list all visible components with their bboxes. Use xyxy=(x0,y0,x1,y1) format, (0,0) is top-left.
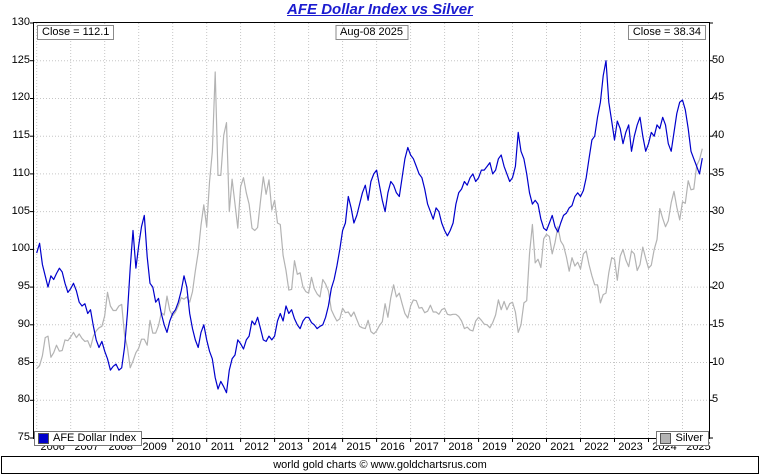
axis-tick-label: 50 xyxy=(712,53,725,66)
legend-afe-dollar-index: AFE Dollar Index xyxy=(34,431,143,446)
axis-tick-label: 25 xyxy=(712,242,725,255)
axis-tick-label: 2017 xyxy=(414,441,439,453)
axis-tick-label: 35 xyxy=(712,166,725,179)
afe-legend-swatch-icon xyxy=(38,433,49,444)
axis-tick-label: 45 xyxy=(712,91,725,104)
axis-tick-label: 15 xyxy=(712,317,725,330)
axis-tick-label: 2011 xyxy=(210,441,235,453)
axis-tick-label: 2012 xyxy=(244,441,269,453)
right-close-annotation: Close = 38.34 xyxy=(627,25,706,40)
axis-tick-label: 2014 xyxy=(312,441,337,453)
axis-tick-label: 95 xyxy=(17,280,30,293)
axis-tick-label: 2009 xyxy=(142,441,167,453)
axis-tick-label: 125 xyxy=(11,53,30,66)
axis-tick-label: 2015 xyxy=(346,441,371,453)
axis-tick-label: 75 xyxy=(17,431,30,443)
silver-legend-swatch-icon xyxy=(660,433,672,444)
axis-tick-label: 40 xyxy=(712,129,725,142)
axis-tick-label: 2016 xyxy=(380,441,405,453)
footer-text: world gold charts © www.goldchartsrus.co… xyxy=(273,459,487,471)
axis-tick-label: 2010 xyxy=(176,441,201,453)
axis-tick-label: 30 xyxy=(712,204,725,217)
axis-tick-label: 5 xyxy=(712,393,719,406)
axis-tick-label: 110 xyxy=(12,166,30,179)
axis-tick-label: 105 xyxy=(11,204,30,217)
axis-tick-label: 2022 xyxy=(584,441,609,453)
axis-tick-label: 85 xyxy=(17,355,30,368)
chart-footer: world gold charts © www.goldchartsrus.co… xyxy=(1,456,759,474)
chart-title: AFE Dollar Index vs Silver xyxy=(287,1,473,18)
axis-tick-label: 130 xyxy=(11,16,30,28)
axis-tick-label: 115 xyxy=(12,129,30,142)
axis-tick-label: 2013 xyxy=(278,441,303,453)
plot-area: Close = 112.1 Aug-08 2025 Close = 38.34 … xyxy=(30,22,713,446)
date-annotation: Aug-08 2025 xyxy=(335,25,408,40)
legend-silver: Silver xyxy=(656,431,709,446)
silver-legend-label: Silver xyxy=(675,432,703,444)
axis-tick-label: 2020 xyxy=(516,441,541,453)
axis-tick-label: 2019 xyxy=(482,441,507,453)
afe-legend-label: AFE Dollar Index xyxy=(53,432,137,444)
axis-tick-label: 20 xyxy=(712,280,725,293)
axis-tick-label: 100 xyxy=(11,242,30,255)
axis-tick-label: 2018 xyxy=(448,441,473,453)
axis-tick-label: 120 xyxy=(11,91,30,104)
axis-tick-label: 80 xyxy=(17,393,30,406)
axis-tick-label: 10 xyxy=(712,355,725,368)
axis-tick-label: 90 xyxy=(17,317,30,330)
axis-tick-label: 2023 xyxy=(618,441,643,453)
axis-tick-label: 2021 xyxy=(550,441,575,453)
chart-canvas xyxy=(30,22,713,442)
left-close-annotation: Close = 112.1 xyxy=(37,25,115,40)
